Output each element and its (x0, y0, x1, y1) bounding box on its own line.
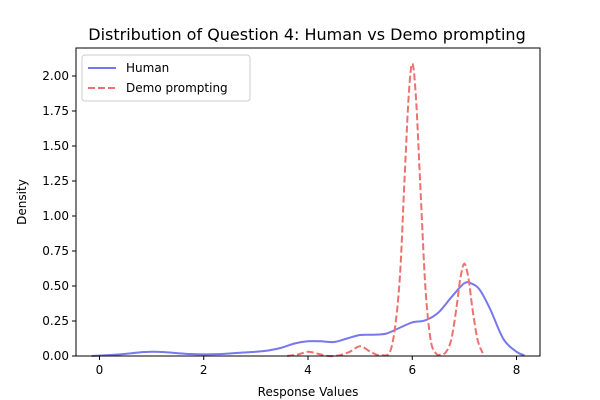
legend-label: Human (126, 61, 169, 75)
y-tick-label: 1.75 (42, 104, 69, 118)
x-tick-label: 0 (96, 363, 104, 377)
plot-area (91, 62, 525, 358)
series-line-human (91, 281, 525, 357)
legend-box (81, 54, 251, 102)
y-tick-label: 0.75 (42, 244, 69, 258)
y-tick-label: 1.00 (42, 209, 69, 223)
y-tick-label: 0.25 (42, 314, 69, 328)
legend: Human Demo prompting (81, 54, 251, 102)
axes-ticks: 0 2 4 6 8 0.00 0.25 0.50 0.75 1.00 1.25 1.50 1.75 2.0… (42, 69, 520, 377)
x-axis-label: Response Values (258, 385, 359, 399)
x-tick-label: 6 (408, 363, 416, 377)
y-tick-label: 1.25 (42, 174, 69, 188)
series-line-demo-prompting (287, 62, 484, 358)
y-axis-label: Density (15, 179, 29, 225)
y-tick-label: 2.00 (42, 69, 69, 83)
x-tick-label: 4 (304, 363, 312, 377)
y-tick-label: 0.00 (42, 349, 69, 363)
chart-title: Distribution of Question 4: Human vs Dem… (88, 25, 525, 44)
x-tick-label: 2 (200, 363, 208, 377)
x-tick-label: 8 (513, 363, 521, 377)
legend-label: Demo prompting (126, 81, 228, 95)
y-tick-label: 0.50 (42, 279, 69, 293)
y-tick-label: 1.50 (42, 139, 69, 153)
